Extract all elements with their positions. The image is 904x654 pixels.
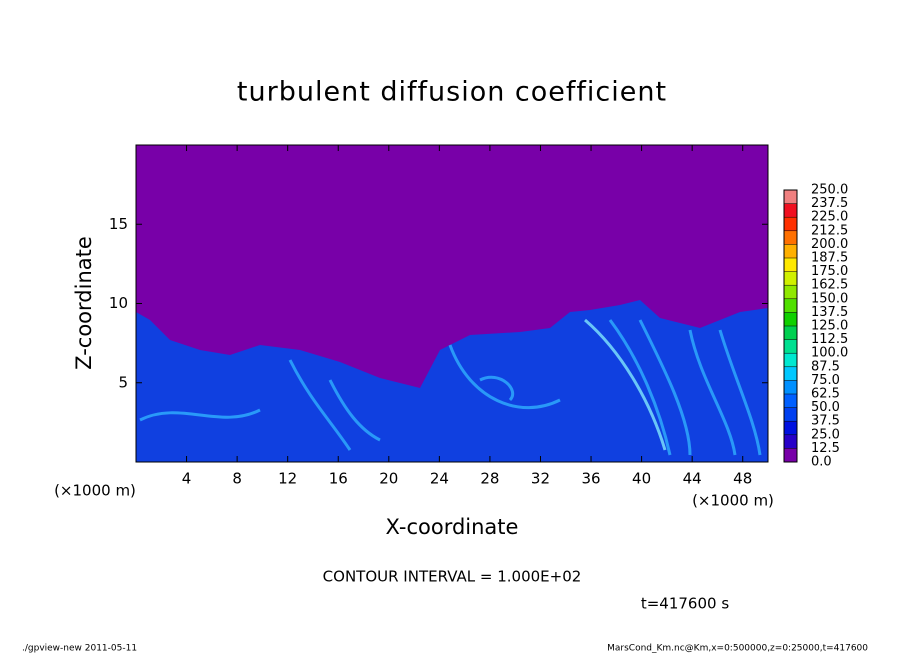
x-tick-label: 12 <box>278 470 297 488</box>
x-tick-label: 28 <box>480 470 499 488</box>
colorbar-label: 212.5 <box>811 223 848 238</box>
x-tick-label: 36 <box>581 470 600 488</box>
colorbar-band <box>784 230 797 245</box>
colorbar-label: 237.5 <box>811 196 848 211</box>
colorbar-band <box>784 366 797 381</box>
footer-right: MarsCond_Km.nc@Km,x=0:500000,z=0:25000,t… <box>607 644 868 654</box>
x-unit-label: (×1000 m) <box>692 492 774 510</box>
x-tick-label: 4 <box>182 470 192 488</box>
colorbar-label: 250.0 <box>811 183 848 198</box>
colorbar-band <box>784 421 797 435</box>
x-tick-label: 20 <box>379 470 398 488</box>
colorbar-band <box>784 271 797 286</box>
y-tick-label: 5 <box>118 373 128 391</box>
x-unit-label: (×1000 m) <box>54 482 136 500</box>
streak <box>139 408 261 422</box>
field-streaks <box>139 318 762 456</box>
colorbar-label: 0.0 <box>811 455 832 470</box>
x-tick-label: 8 <box>232 470 242 488</box>
x-tick-label: 40 <box>632 470 651 488</box>
colorbar-label: 125.0 <box>811 319 848 334</box>
streak <box>584 318 667 451</box>
colorbar-band <box>784 407 797 422</box>
x-tick-label: 16 <box>329 470 348 488</box>
y-axis-label: Z-coordinate <box>72 236 96 370</box>
colorbar-band <box>784 394 797 408</box>
y-tick-label: 10 <box>109 294 128 312</box>
colorbar-label: 187.5 <box>811 251 848 266</box>
colorbar-band <box>784 312 797 326</box>
colorbar-band <box>784 244 797 258</box>
streak <box>638 319 692 456</box>
contour-interval: CONTOUR INTERVAL = 1.000E+02 <box>323 568 582 586</box>
field-region <box>136 300 768 462</box>
colorbar-band <box>784 258 797 272</box>
colorbar-band <box>784 190 797 204</box>
colorbar-band <box>784 380 797 394</box>
colorbar-label: 87.5 <box>811 359 840 374</box>
colorbar-label: 100.0 <box>811 346 848 361</box>
colorbar-label: 62.5 <box>811 387 840 402</box>
streak <box>718 329 762 456</box>
streak <box>288 359 352 451</box>
y-tick-label: 15 <box>109 215 128 233</box>
colorbar-band <box>784 326 797 340</box>
chart-title: turbulent diffusion coefficient <box>237 77 667 108</box>
streak <box>448 344 561 410</box>
colorbar-band <box>784 285 797 299</box>
x-tick-label: 32 <box>531 470 550 488</box>
colorbar-band <box>784 448 797 462</box>
colorbar-band <box>784 434 797 449</box>
colorbar-label: 137.5 <box>811 305 848 320</box>
colorbar-band <box>784 353 797 367</box>
x-tick-label: 48 <box>733 470 752 488</box>
colorbar-label: 150.0 <box>811 291 848 306</box>
colorbar-label: 75.0 <box>811 373 840 388</box>
colorbar-band <box>784 203 797 218</box>
colorbar-label: 200.0 <box>811 237 848 252</box>
x-tick-label: 44 <box>683 470 702 488</box>
colorbar-label: 225.0 <box>811 210 848 225</box>
time-label: t=417600 s <box>641 595 729 613</box>
streak <box>328 379 381 442</box>
footer-left: ./gpview-new 2011-05-11 <box>22 644 137 654</box>
colorbar-label: 112.5 <box>811 332 848 347</box>
streak <box>479 375 515 402</box>
x-axis-label: X-coordinate <box>386 515 519 539</box>
colorbar-label: 37.5 <box>811 414 840 429</box>
colorbar-label: 25.0 <box>811 427 840 442</box>
colorbar-band <box>784 339 797 354</box>
colorbar-label: 12.5 <box>811 441 840 456</box>
colorbar-label: 175.0 <box>811 264 848 279</box>
colorbar-label: 50.0 <box>811 400 840 415</box>
colorbar-band <box>784 217 797 231</box>
x-tick-label: 24 <box>430 470 449 488</box>
streak <box>608 319 672 456</box>
streak <box>688 329 737 456</box>
colorbar-label: 162.5 <box>811 278 848 293</box>
colorbar-band <box>784 298 797 313</box>
